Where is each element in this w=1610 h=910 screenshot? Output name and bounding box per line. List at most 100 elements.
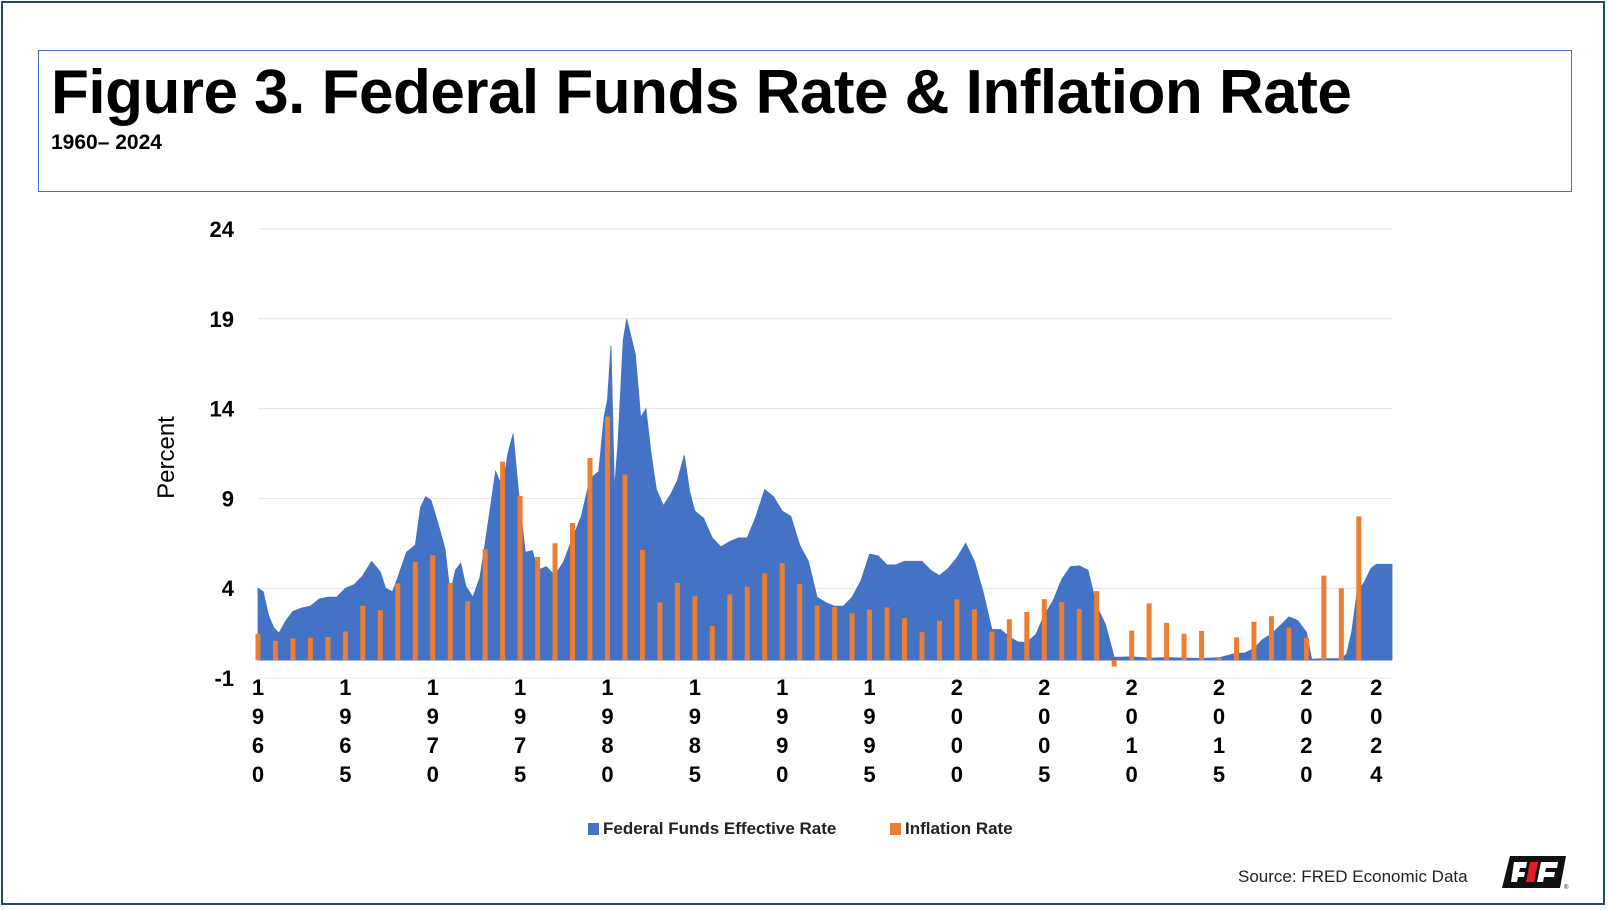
inflation-bar [1164,622,1170,661]
legend: Federal Funds Effective Rate Inflation Ra… [588,819,1013,838]
x-tick-digit: 9 [601,704,613,729]
inflation-bar [465,601,471,661]
x-tick-digit: 2 [1126,675,1138,700]
x-tick-digit: 0 [1300,704,1312,729]
x-tick-digit: 0 [601,762,613,787]
x-tick-digit: 9 [339,704,351,729]
x-tick-digit: 1 [863,675,875,700]
figure-title: Figure 3. Federal Funds Rate & Inflation… [51,58,1352,127]
funds-rate-area [257,318,1393,661]
x-tick-digit: 9 [776,704,788,729]
inflation-bar [832,607,838,661]
x-tick-digit: 0 [1300,762,1312,787]
y-tick-label: 19 [210,307,234,332]
legend-swatch [588,823,599,835]
inflation-bar [1268,616,1274,661]
inflation-bar [1094,591,1100,661]
x-tick-digit: 0 [1213,704,1225,729]
x-tick-digit: 9 [863,704,875,729]
inflation-bar [919,632,925,661]
x-tick-digit: 5 [339,762,351,787]
inflation-bar [657,602,663,661]
x-tick-digit: 2 [1370,675,1382,700]
inflation-bar [1356,516,1362,661]
inflation-bar [727,594,733,661]
inflation-bar [430,555,436,661]
y-tick-label: 24 [210,217,235,242]
funds-rate-series [257,318,1393,661]
x-tick-digit: 7 [514,733,526,758]
x-tick-digit: 9 [252,704,264,729]
inflation-bar [867,609,873,661]
title-box: Figure 3. Federal Funds Rate & Inflation… [38,50,1572,192]
x-tick-digit: 0 [951,704,963,729]
x-tick-digit: 1 [601,675,613,700]
x-tick-digit: 8 [689,733,701,758]
x-tick-digit: 0 [951,762,963,787]
inflation-bar [535,556,541,661]
inflation-bar [395,583,401,661]
inflation-bar [360,605,366,661]
inflation-bar [377,610,383,661]
inflation-bar [587,457,593,661]
x-tick-digit: 1 [252,675,264,700]
inflation-bar [1321,575,1327,661]
x-tick-digit: 1 [339,675,351,700]
inflation-bar [482,549,488,661]
x-tick-digit: 9 [863,733,875,758]
x-tick-digit: 0 [1370,704,1382,729]
x-tick-digit: 0 [252,762,264,787]
x-tick-digit: 0 [776,762,788,787]
inflation-bar [255,633,261,661]
x-tick-digit: 1 [689,675,701,700]
inflation-bar [1024,611,1030,661]
inflation-bar [447,582,453,661]
figure-subtitle: 1960– 2024 [51,131,162,154]
inflation-bar [307,637,313,661]
inflation-bar [412,561,418,661]
inflation-bar [954,599,960,661]
x-tick-digit: 9 [427,704,439,729]
x-tick-digit: 0 [1126,704,1138,729]
inflation-bar [517,495,523,661]
x-tick-digit: 1 [1126,733,1138,758]
inflation-bar [272,640,278,661]
y-axis-label: Percent [153,416,180,499]
inflation-bar [1286,627,1292,661]
x-tick-digit: 0 [1126,762,1138,787]
x-tick-digit: 2 [1300,733,1312,758]
inflation-bar [936,620,942,661]
x-tick-digit: 0 [951,733,963,758]
inflation-bar [1338,588,1344,661]
inflation-bar [1233,637,1239,661]
x-tick-digit: 2 [1300,675,1312,700]
x-tick-digit: 2 [1213,675,1225,700]
inflation-bar [1181,633,1187,661]
inflation-bar [814,605,820,661]
x-tick-digit: 1 [427,675,439,700]
x-tick-digit: 2 [1370,733,1382,758]
x-tick-digit: 1 [514,675,526,700]
legend-swatch [890,823,901,835]
x-tick-digit: 4 [1370,762,1383,787]
x-tick-digit: 2 [1038,675,1050,700]
x-tick-digit: 1 [1213,733,1225,758]
inflation-bar [762,573,768,661]
inflation-bar [639,549,645,661]
x-tick-digit: 2 [951,675,963,700]
x-tick-digit: 5 [689,762,701,787]
inflation-bar [325,637,331,661]
x-tick-digit: 5 [1038,762,1050,787]
inflation-bar [1251,621,1257,661]
y-axis: -1 4 9 14 19 24 Percent [153,217,235,691]
